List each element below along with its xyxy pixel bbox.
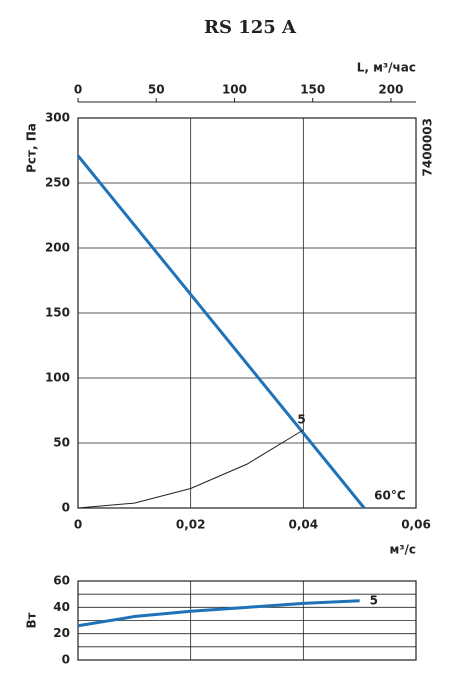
x2-axis-label: L, м³/час: [357, 61, 416, 75]
plot-frame: [77, 580, 417, 661]
x2-tick-label: 150: [300, 83, 325, 97]
y-tick-label: 40: [53, 600, 70, 614]
y-tick-label: 100: [45, 371, 70, 385]
series-label: 60°C: [374, 489, 406, 503]
y-tick-label: 60: [53, 574, 70, 588]
x2-tick-label: 50: [148, 83, 165, 97]
series-label: 5: [370, 593, 378, 607]
plot-frame: [77, 117, 417, 509]
x2-tick-label: 200: [378, 83, 403, 97]
series-line: [77, 429, 304, 509]
x-tick-label: 0: [74, 518, 82, 532]
chart-title: RS 125 A: [204, 17, 297, 38]
y-tick-label: 0: [62, 501, 70, 515]
y-axis-label: Pст, Па: [25, 123, 39, 173]
y-tick-label: 250: [45, 176, 70, 190]
x2-tick-label: 0: [74, 83, 82, 97]
x2-tick-label: 100: [222, 83, 247, 97]
series-label: 5: [297, 413, 305, 427]
y-tick-label: 20: [53, 626, 70, 640]
series-line: [76, 154, 366, 509]
x-tick-label: 0,04: [289, 518, 319, 532]
y-tick-label: 150: [45, 306, 70, 320]
y-tick-label: 200: [45, 241, 70, 255]
y-tick-label: 300: [45, 111, 70, 125]
x-tick-label: 0,06: [401, 518, 431, 532]
x-axis-label: м³/с: [389, 543, 416, 557]
side-note: 7400003: [421, 118, 435, 176]
series-line: [77, 599, 360, 628]
y-tick-label: 50: [53, 436, 70, 450]
y-axis-label: Вт: [25, 612, 39, 628]
y-tick-label: 0: [62, 653, 70, 667]
x-tick-label: 0,02: [176, 518, 206, 532]
